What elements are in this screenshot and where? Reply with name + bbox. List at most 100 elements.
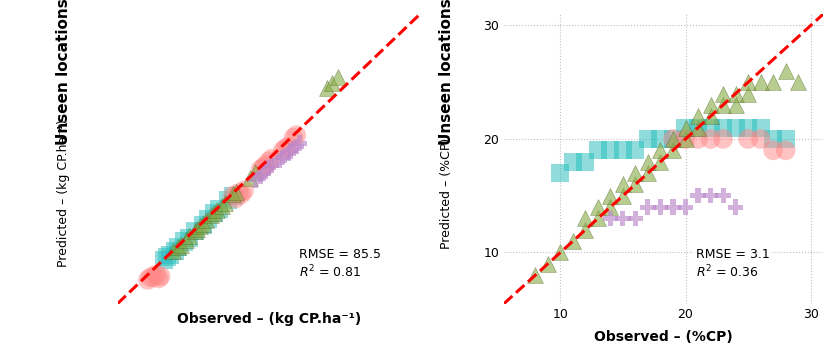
Point — [717, 102, 730, 108]
Point — [666, 136, 680, 142]
Point — [199, 217, 213, 223]
Point — [144, 274, 157, 280]
Point — [679, 125, 692, 131]
Point — [188, 228, 202, 234]
Point — [753, 79, 767, 85]
Point — [666, 136, 680, 142]
Point — [238, 187, 251, 193]
Text: Predicted – (%CP): Predicted – (%CP) — [440, 138, 453, 249]
Point — [290, 132, 303, 138]
Point — [729, 91, 743, 96]
Point — [229, 189, 243, 195]
Point — [679, 204, 692, 210]
Point — [691, 125, 705, 131]
Point — [154, 273, 167, 279]
Point — [591, 148, 605, 153]
Point — [704, 193, 717, 199]
Point — [779, 136, 792, 142]
Point — [704, 136, 717, 142]
Point — [290, 144, 303, 150]
Point — [717, 136, 730, 142]
Point — [207, 210, 221, 216]
Point — [591, 204, 605, 210]
Point — [604, 148, 617, 153]
Point — [152, 275, 165, 281]
Point — [691, 113, 705, 119]
Point — [171, 244, 185, 250]
Point — [174, 242, 187, 247]
Point — [249, 169, 262, 175]
Point — [617, 216, 630, 221]
Point — [579, 159, 592, 164]
Point — [779, 68, 792, 74]
Point — [262, 158, 276, 164]
Point — [226, 193, 239, 198]
Point — [265, 163, 278, 168]
Point — [654, 136, 667, 142]
Point — [617, 193, 630, 199]
Point — [232, 190, 245, 196]
Point — [742, 136, 755, 142]
Point — [229, 196, 243, 201]
Point — [276, 155, 289, 160]
Point — [666, 148, 680, 153]
Point — [604, 193, 617, 199]
Point — [256, 170, 270, 176]
Point — [766, 148, 780, 153]
Point — [617, 181, 630, 187]
Point — [691, 136, 705, 142]
X-axis label: Observed – (kg CP.ha⁻¹): Observed – (kg CP.ha⁻¹) — [176, 312, 361, 326]
Point — [753, 125, 767, 131]
Point — [704, 102, 717, 108]
Point — [628, 181, 642, 187]
Point — [279, 145, 292, 151]
Point — [717, 91, 730, 96]
Text: RMSE = 3.1
$R^2$ = 0.36: RMSE = 3.1 $R^2$ = 0.36 — [696, 248, 769, 280]
Point — [196, 221, 209, 226]
Point — [193, 223, 207, 228]
Point — [566, 238, 580, 244]
Point — [554, 170, 567, 176]
Point — [284, 148, 297, 154]
Point — [158, 258, 171, 263]
Point — [541, 261, 554, 267]
Point — [243, 175, 256, 181]
Point — [147, 274, 160, 280]
Point — [234, 191, 248, 197]
Point — [182, 235, 196, 241]
Point — [679, 136, 692, 142]
Point — [188, 228, 202, 234]
Point — [641, 204, 654, 210]
Text: RMSE = 85.5
$R^2$ = 0.81: RMSE = 85.5 $R^2$ = 0.81 — [299, 248, 381, 280]
Point — [704, 125, 717, 131]
Text: Predicted – (kg CP.ha⁻¹): Predicted – (kg CP.ha⁻¹) — [56, 120, 70, 268]
Point — [292, 140, 306, 146]
Point — [276, 148, 289, 154]
Point — [641, 170, 654, 176]
Point — [717, 193, 730, 199]
Point — [579, 216, 592, 221]
Point — [273, 157, 286, 163]
Point — [641, 136, 654, 142]
Point — [226, 193, 239, 198]
Point — [628, 216, 642, 221]
X-axis label: Observed – (%CP): Observed – (%CP) — [594, 330, 733, 344]
Text: Unseen locations: Unseen locations — [439, 0, 454, 145]
Point — [177, 239, 191, 244]
Point — [202, 216, 215, 222]
Point — [729, 102, 743, 108]
Point — [628, 148, 642, 153]
Point — [528, 273, 542, 278]
Point — [666, 136, 680, 142]
Point — [207, 210, 221, 216]
Point — [180, 238, 193, 243]
Point — [286, 135, 300, 140]
Point — [742, 125, 755, 131]
Point — [226, 191, 239, 197]
Text: Unseen locations: Unseen locations — [55, 0, 71, 145]
Point — [249, 177, 262, 183]
Point — [150, 272, 163, 277]
Point — [753, 136, 767, 142]
Point — [729, 204, 743, 210]
Point — [717, 125, 730, 131]
